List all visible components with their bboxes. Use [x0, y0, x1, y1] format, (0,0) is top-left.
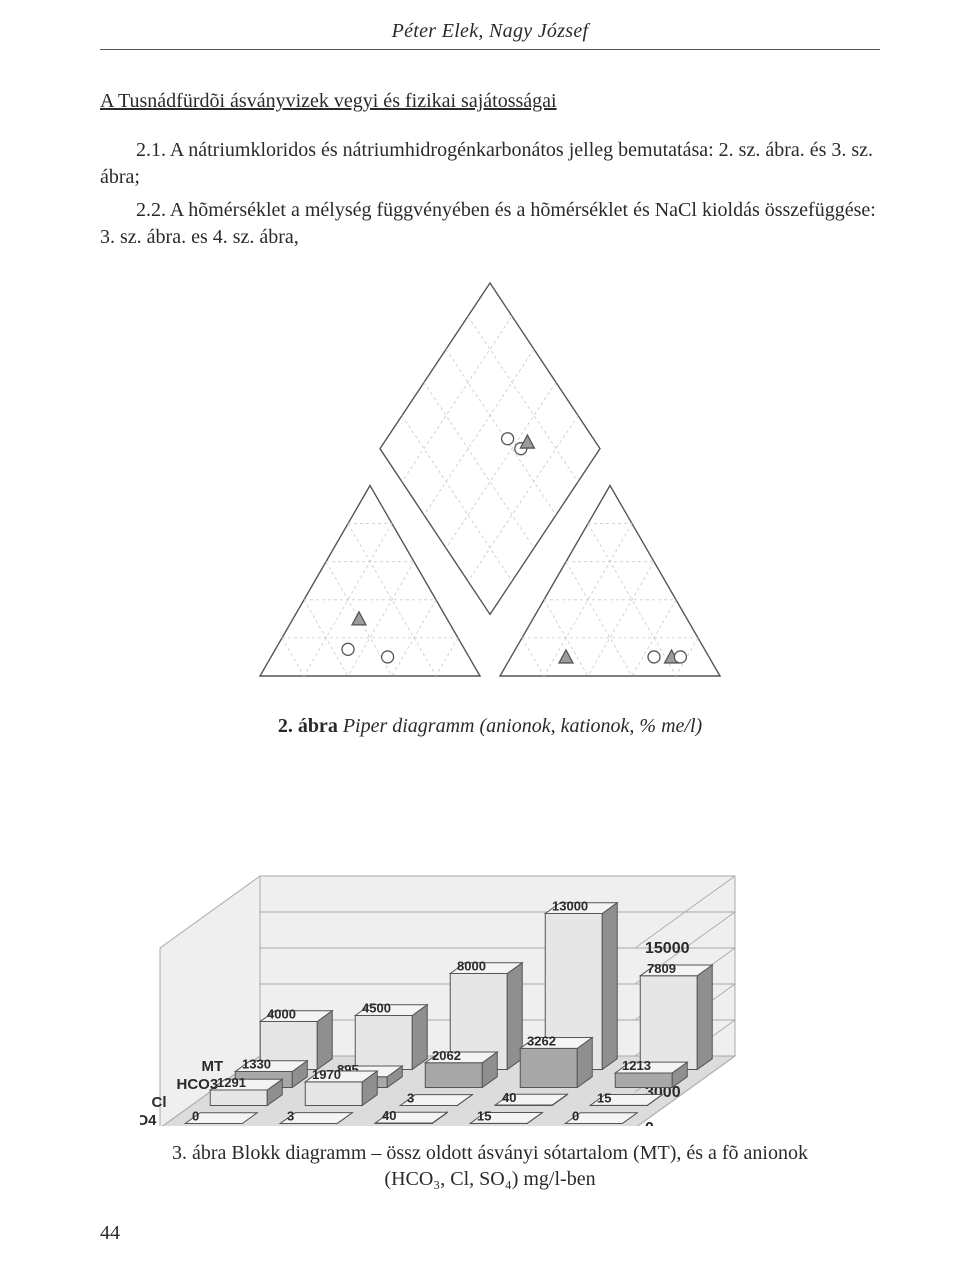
page-number: 44: [100, 1222, 880, 1245]
figure-3-caption: 3. ábra Blokk diagramm – össz oldott ásv…: [140, 1140, 840, 1192]
svg-text:15000: 15000: [645, 940, 690, 957]
block-diagram-svg: 03000600090001200015000mg/l4000450080001…: [140, 756, 840, 1126]
paragraph-2-2: 2.2. A hõmérséklet a mélység függvényébe…: [100, 197, 880, 251]
svg-text:1970: 1970: [312, 1067, 341, 1082]
svg-text:HCO3: HCO3: [177, 1076, 219, 1093]
svg-text:2062: 2062: [432, 1048, 461, 1063]
figure-2-caption-text: Piper diagramm (anionok, kationok, % me/…: [338, 715, 702, 737]
section-title: A Tusnádfürdõi ásványvizek vegyi és fizi…: [100, 90, 880, 113]
svg-text:13000: 13000: [552, 899, 588, 914]
svg-text:0: 0: [192, 1109, 199, 1124]
svg-text:1330: 1330: [242, 1057, 271, 1072]
svg-text:1213: 1213: [622, 1058, 651, 1073]
svg-text:40: 40: [382, 1108, 396, 1123]
svg-text:3: 3: [407, 1090, 414, 1105]
svg-text:0: 0: [645, 1120, 654, 1126]
svg-text:1291: 1291: [217, 1075, 246, 1090]
figure-3-caption-text: Blokk diagramm – össz oldott ásványi sót…: [226, 1142, 808, 1190]
running-head: Péter Elek, Nagy József: [100, 20, 880, 50]
svg-text:40: 40: [502, 1090, 516, 1105]
figure-2-caption-number: 2. ábra: [278, 715, 338, 737]
svg-text:4500: 4500: [362, 1001, 391, 1016]
figure-2-caption: 2. ábra Piper diagramm (anionok, kationo…: [100, 715, 880, 738]
figure-3-caption-number: 3. ábra: [172, 1142, 226, 1164]
svg-text:3262: 3262: [527, 1033, 556, 1048]
svg-text:SO4: SO4: [140, 1112, 157, 1126]
figure-3-block-diagram: 03000600090001200015000mg/l4000450080001…: [100, 756, 880, 1126]
svg-text:Cl: Cl: [152, 1094, 167, 1111]
svg-text:15: 15: [597, 1090, 611, 1105]
svg-text:15: 15: [477, 1108, 491, 1123]
piper-diagram-svg: [210, 271, 770, 701]
svg-text:0: 0: [572, 1109, 579, 1124]
svg-text:4000: 4000: [267, 1007, 296, 1022]
svg-text:MT: MT: [202, 1058, 224, 1075]
svg-text:7809: 7809: [647, 961, 676, 976]
svg-text:3: 3: [287, 1108, 294, 1123]
paragraph-2-1: 2.1. A nátriumkloridos és nátriumhidrogé…: [100, 137, 880, 191]
svg-text:8000: 8000: [457, 959, 486, 974]
figure-2-piper-diagram: [100, 271, 880, 701]
